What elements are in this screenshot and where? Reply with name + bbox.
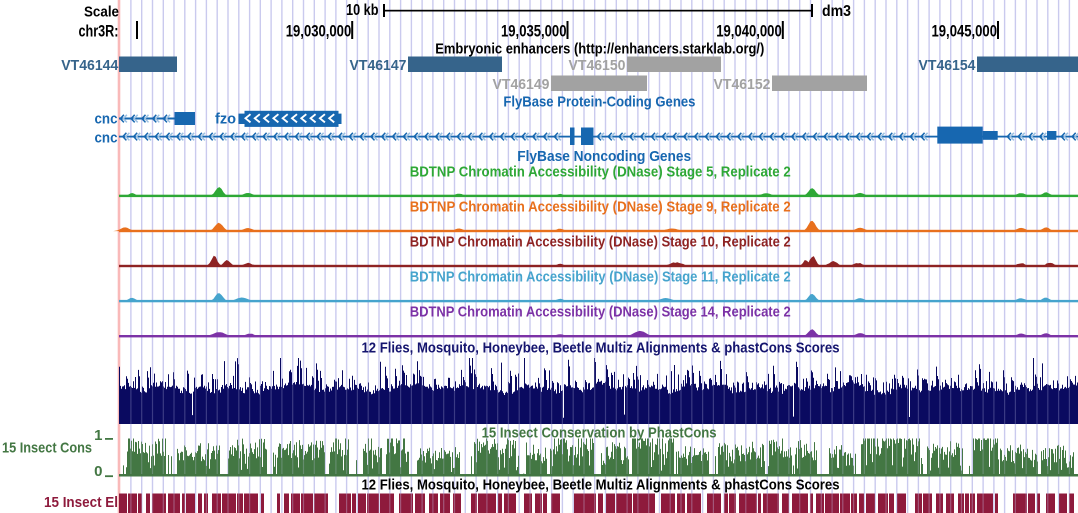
svg-text:FlyBase Noncoding Genes: FlyBase Noncoding Genes (517, 148, 691, 165)
svg-text:19,030,000: 19,030,000 (286, 22, 352, 40)
svg-text:19,040,000: 19,040,000 (716, 22, 782, 40)
svg-text:15 Insect Cons: 15 Insect Cons (2, 439, 92, 456)
svg-text:BDTNP Chromatin Accessibility: BDTNP Chromatin Accessibility (DNase) St… (410, 233, 791, 250)
svg-text:cnc: cnc (95, 129, 118, 146)
svg-text:12 Flies, Mosquito, Honeybee,: 12 Flies, Mosquito, Honeybee, Beetle Mul… (362, 477, 840, 494)
svg-text:BDTNP Chromatin Accessibility: BDTNP Chromatin Accessibility (DNase) St… (410, 269, 791, 286)
svg-text:FlyBase Protein-Coding Genes: FlyBase Protein-Coding Genes (503, 94, 695, 111)
svg-text:VT46149: VT46149 (493, 76, 550, 93)
svg-text:chr3R:: chr3R: (79, 23, 119, 41)
svg-text:12 Flies, Mosquito, Honeybee,: 12 Flies, Mosquito, Honeybee, Beetle Mul… (362, 340, 840, 357)
svg-text:10 kb: 10 kb (346, 2, 379, 19)
svg-text:15 Insect Conservation by Phas: 15 Insect Conservation by PhastCons (482, 425, 717, 442)
svg-text:VT46144: VT46144 (61, 57, 119, 74)
svg-text:15 Insect El: 15 Insect El (44, 494, 118, 511)
svg-text:Embryonic enhancers (http://en: Embryonic enhancers (http://enhancers.st… (435, 41, 764, 58)
svg-text:VT46147: VT46147 (350, 57, 407, 74)
svg-text:VT46154: VT46154 (919, 57, 977, 74)
svg-text:fzo: fzo (215, 110, 236, 127)
svg-text:VT46152: VT46152 (714, 76, 771, 93)
svg-text:VT46150: VT46150 (569, 57, 626, 74)
svg-text:BDTNP Chromatin Accessibility: BDTNP Chromatin Accessibility (DNase) St… (410, 163, 791, 180)
svg-text:0: 0 (94, 463, 102, 480)
svg-text:cnc: cnc (95, 110, 118, 127)
svg-text:19,035,000: 19,035,000 (501, 22, 567, 40)
svg-text:BDTNP Chromatin Accessibility: BDTNP Chromatin Accessibility (DNase) St… (410, 198, 791, 215)
svg-text:19,045,000: 19,045,000 (932, 22, 998, 40)
svg-text:Scale: Scale (84, 4, 119, 21)
svg-text:BDTNP Chromatin Accessibility: BDTNP Chromatin Accessibility (DNase) St… (410, 304, 791, 321)
svg-text:dm3: dm3 (822, 3, 851, 20)
svg-text:1: 1 (94, 427, 102, 444)
